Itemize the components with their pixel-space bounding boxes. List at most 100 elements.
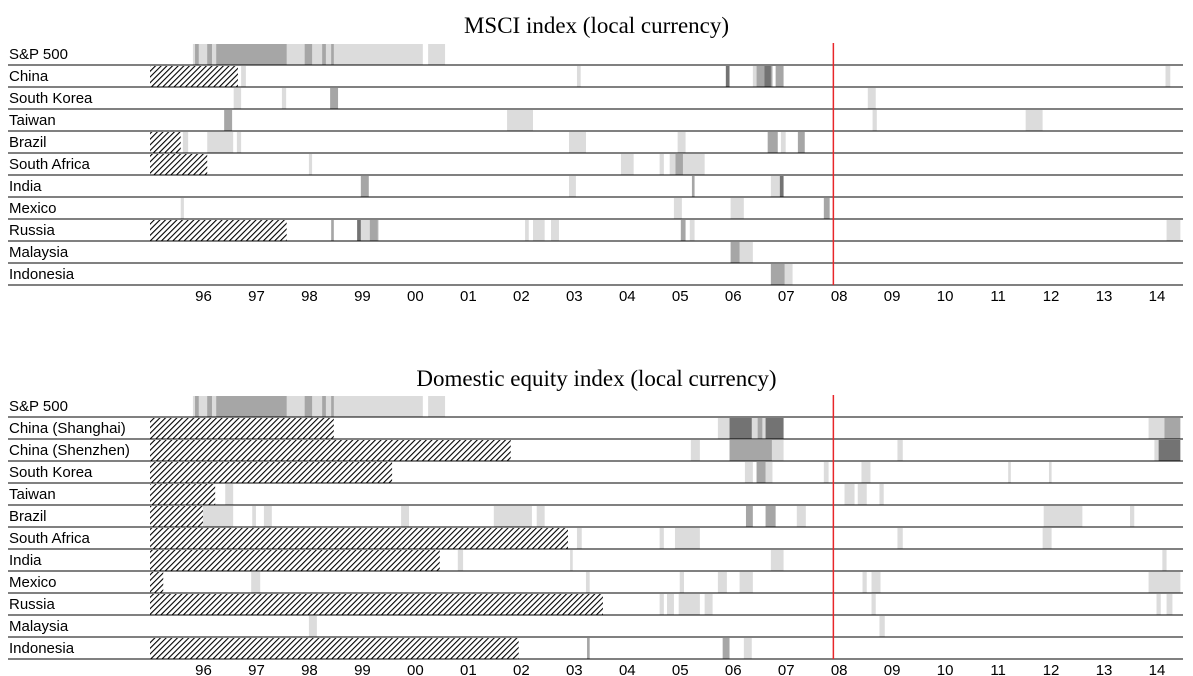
x-tick-label: 07 bbox=[778, 662, 795, 676]
period-mid bbox=[216, 396, 287, 417]
x-tick-label: 03 bbox=[566, 662, 583, 676]
period-light bbox=[308, 616, 317, 637]
period-light bbox=[202, 506, 234, 527]
x-tick-label: 01 bbox=[460, 662, 477, 676]
row-label: Malaysia bbox=[9, 244, 69, 261]
x-tick-label: 14 bbox=[1149, 288, 1166, 305]
period-light bbox=[241, 66, 246, 87]
period-mid bbox=[360, 176, 369, 197]
period-mid bbox=[331, 396, 334, 417]
period-light bbox=[679, 572, 684, 593]
row-label: South Africa bbox=[9, 156, 91, 173]
x-tick-label: 01 bbox=[460, 288, 477, 305]
row-label: Brazil bbox=[9, 508, 47, 525]
period-mid bbox=[675, 154, 683, 175]
period-hatch bbox=[150, 132, 181, 153]
x-tick-label: 06 bbox=[725, 662, 742, 676]
period-light bbox=[677, 132, 686, 153]
period-hatch bbox=[150, 638, 519, 659]
chart-title: Domestic equity index (local currency) bbox=[416, 366, 776, 391]
row-label: South Korea bbox=[9, 464, 93, 481]
period-light bbox=[879, 616, 885, 637]
period-light bbox=[569, 176, 576, 197]
period-mid bbox=[767, 132, 778, 153]
x-tick-label: 10 bbox=[937, 662, 954, 676]
x-tick-label: 02 bbox=[513, 662, 530, 676]
period-light bbox=[1048, 462, 1052, 483]
period-hatch bbox=[150, 440, 511, 461]
x-tick-label: 05 bbox=[672, 288, 689, 305]
period-mid bbox=[730, 242, 740, 263]
x-tick-label: 97 bbox=[248, 662, 265, 676]
period-hatch bbox=[150, 154, 208, 175]
period-mid bbox=[797, 132, 805, 153]
period-light bbox=[1043, 506, 1083, 527]
row-label: Russia bbox=[9, 222, 56, 239]
period-light bbox=[674, 528, 700, 549]
period-light bbox=[551, 220, 559, 241]
period-light bbox=[428, 44, 446, 65]
period-mid bbox=[770, 264, 785, 285]
period-light bbox=[569, 132, 586, 153]
period-light bbox=[1156, 594, 1161, 615]
period-dark bbox=[779, 176, 784, 197]
period-mid bbox=[587, 638, 590, 659]
period-light bbox=[796, 506, 806, 527]
x-tick-label: 98 bbox=[301, 662, 318, 676]
x-tick-label: 02 bbox=[513, 288, 530, 305]
period-light bbox=[780, 132, 786, 153]
x-tick-label: 98 bbox=[301, 288, 318, 305]
period-light bbox=[493, 506, 532, 527]
row-label: Taiwan bbox=[9, 112, 56, 129]
x-tick-label: 96 bbox=[195, 662, 212, 676]
row-label: S&P 500 bbox=[9, 46, 68, 63]
x-tick-label: 08 bbox=[831, 288, 848, 305]
period-dark bbox=[1158, 440, 1181, 461]
period-light bbox=[879, 484, 884, 505]
period-hatch bbox=[150, 66, 238, 87]
period-light bbox=[770, 550, 784, 571]
period-dark bbox=[357, 220, 361, 241]
period-mid bbox=[757, 418, 763, 439]
period-light bbox=[1025, 110, 1043, 131]
x-tick-label: 11 bbox=[990, 662, 1006, 676]
period-dark bbox=[764, 66, 771, 87]
period-hatch bbox=[150, 418, 334, 439]
period-light bbox=[1166, 594, 1173, 615]
period-light bbox=[585, 572, 590, 593]
period-light bbox=[1042, 528, 1052, 549]
period-light bbox=[784, 264, 793, 285]
row-label: Mexico bbox=[9, 574, 57, 591]
period-light bbox=[570, 550, 573, 571]
period-hatch bbox=[150, 528, 568, 549]
period-light bbox=[182, 132, 189, 153]
x-tick-label: 12 bbox=[1043, 662, 1060, 676]
x-tick-label: 99 bbox=[354, 288, 371, 305]
period-light bbox=[1008, 462, 1011, 483]
row-label: Taiwan bbox=[9, 486, 56, 503]
period-light bbox=[770, 176, 781, 197]
period-light bbox=[690, 440, 700, 461]
period-mid bbox=[330, 88, 339, 109]
period-hatch bbox=[150, 550, 440, 571]
period-light bbox=[857, 484, 867, 505]
period-mid bbox=[331, 220, 334, 241]
period-hatch bbox=[150, 506, 203, 527]
x-tick-label: 12 bbox=[1043, 288, 1060, 305]
period-hatch bbox=[150, 484, 216, 505]
period-mid bbox=[369, 220, 378, 241]
x-tick-label: 11 bbox=[990, 288, 1006, 305]
period-hatch bbox=[150, 220, 287, 241]
period-mid bbox=[304, 44, 313, 65]
row-label: S&P 500 bbox=[9, 398, 68, 415]
period-light bbox=[861, 462, 871, 483]
row-label: Indonesia bbox=[9, 640, 75, 657]
row-label: China (Shanghai) bbox=[9, 420, 126, 437]
period-mid bbox=[1164, 418, 1181, 439]
row-label: India bbox=[9, 178, 42, 195]
period-mid bbox=[304, 396, 313, 417]
row-label: India bbox=[9, 552, 42, 569]
period-dark bbox=[765, 418, 784, 439]
period-light bbox=[533, 220, 545, 241]
period-hatch bbox=[150, 594, 603, 615]
